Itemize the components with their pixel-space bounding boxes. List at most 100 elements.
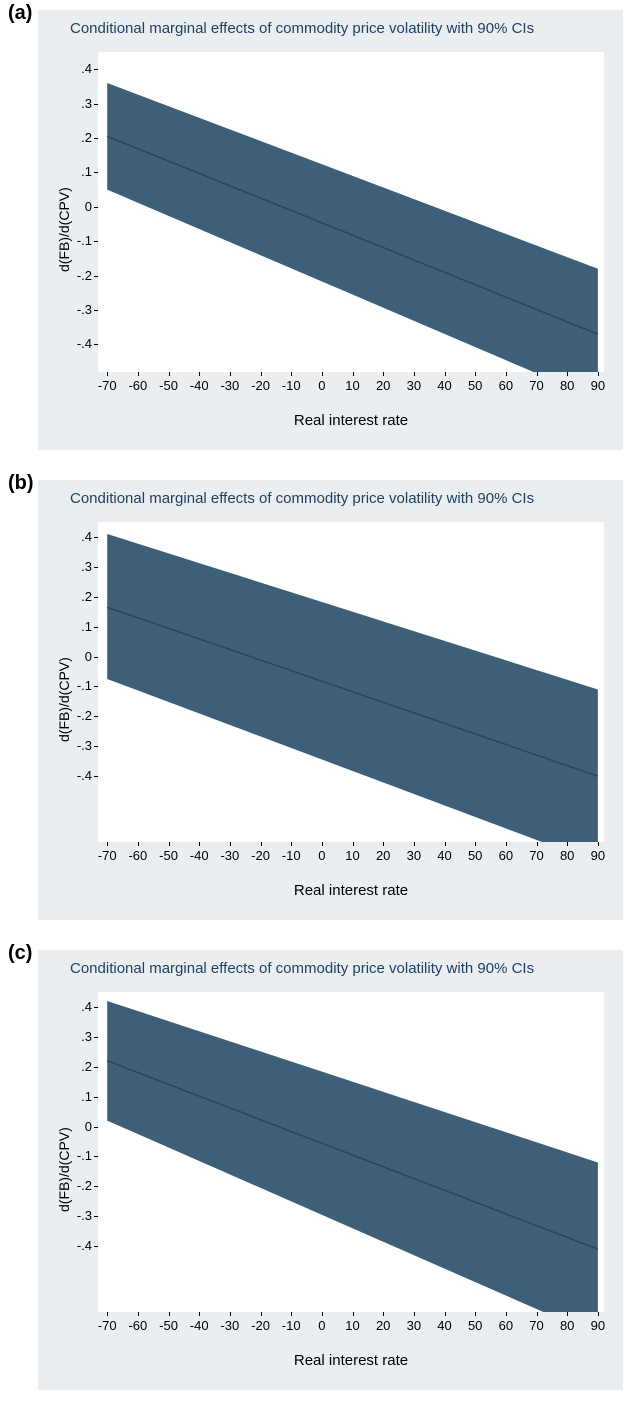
x-tick-mark bbox=[383, 372, 384, 376]
y-tick-mark bbox=[94, 69, 98, 70]
x-tick-mark bbox=[138, 842, 139, 846]
x-tick-label: 40 bbox=[437, 378, 451, 393]
x-tick-mark bbox=[291, 842, 292, 846]
x-tick-label: 20 bbox=[376, 378, 390, 393]
y-tick-mark bbox=[94, 138, 98, 139]
x-tick-mark bbox=[138, 1312, 139, 1316]
confidence-band bbox=[107, 1001, 598, 1312]
x-tick-label: -10 bbox=[282, 378, 301, 393]
x-tick-label: 70 bbox=[529, 848, 543, 863]
y-tick-mark bbox=[94, 716, 98, 717]
y-tick-label: .2 bbox=[68, 1059, 92, 1074]
y-tick-label: .4 bbox=[68, 61, 92, 76]
x-tick-mark bbox=[138, 372, 139, 376]
x-tick-mark bbox=[322, 1312, 323, 1316]
x-tick-label: -60 bbox=[128, 378, 147, 393]
x-tick-mark bbox=[506, 372, 507, 376]
y-tick-mark bbox=[94, 344, 98, 345]
x-tick-mark bbox=[598, 842, 599, 846]
y-tick-mark bbox=[94, 1067, 98, 1068]
x-tick-label: 20 bbox=[376, 1318, 390, 1333]
chart-title: Conditional marginal effects of commodit… bbox=[70, 960, 534, 977]
x-tick-mark bbox=[537, 372, 538, 376]
x-tick-label: -10 bbox=[282, 848, 301, 863]
x-tick-label: 30 bbox=[407, 848, 421, 863]
x-tick-label: 20 bbox=[376, 848, 390, 863]
y-tick-mark bbox=[94, 776, 98, 777]
x-tick-label: 40 bbox=[437, 1318, 451, 1333]
x-tick-label: 60 bbox=[499, 378, 513, 393]
plot-area bbox=[98, 52, 604, 372]
x-tick-label: -20 bbox=[251, 1318, 270, 1333]
x-tick-mark bbox=[322, 372, 323, 376]
x-tick-mark bbox=[353, 842, 354, 846]
y-tick-label: .1 bbox=[68, 164, 92, 179]
x-tick-label: -50 bbox=[159, 378, 178, 393]
x-tick-mark bbox=[475, 842, 476, 846]
plot-area bbox=[98, 992, 604, 1312]
x-tick-label: -50 bbox=[159, 1318, 178, 1333]
y-axis-label: d(FB)/d(CPV) bbox=[56, 657, 72, 742]
y-axis-label: d(FB)/d(CPV) bbox=[56, 1127, 72, 1212]
y-tick-label: .2 bbox=[68, 589, 92, 604]
x-tick-label: 90 bbox=[591, 378, 605, 393]
x-tick-label: -10 bbox=[282, 1318, 301, 1333]
y-tick-mark bbox=[94, 1097, 98, 1098]
x-tick-label: 10 bbox=[345, 848, 359, 863]
x-tick-label: -20 bbox=[251, 378, 270, 393]
plot-area bbox=[98, 522, 604, 842]
x-tick-label: 10 bbox=[345, 378, 359, 393]
x-tick-label: 30 bbox=[407, 1318, 421, 1333]
x-tick-mark bbox=[414, 842, 415, 846]
x-tick-label: 0 bbox=[318, 848, 325, 863]
x-tick-label: -60 bbox=[128, 848, 147, 863]
x-tick-mark bbox=[598, 372, 599, 376]
y-tick-mark bbox=[94, 1246, 98, 1247]
x-tick-label: -50 bbox=[159, 848, 178, 863]
x-tick-label: 80 bbox=[560, 848, 574, 863]
x-tick-label: -60 bbox=[128, 1318, 147, 1333]
y-tick-label: .3 bbox=[68, 1029, 92, 1044]
chart-svg bbox=[98, 522, 604, 842]
x-tick-label: 70 bbox=[529, 1318, 543, 1333]
x-tick-label: -70 bbox=[98, 848, 117, 863]
x-tick-label: 90 bbox=[591, 848, 605, 863]
x-axis-label: Real interest rate bbox=[294, 412, 408, 429]
x-tick-label: 40 bbox=[437, 848, 451, 863]
x-tick-mark bbox=[169, 842, 170, 846]
x-tick-label: 50 bbox=[468, 848, 482, 863]
x-tick-label: 50 bbox=[468, 1318, 482, 1333]
y-tick-mark bbox=[94, 172, 98, 173]
y-tick-mark bbox=[94, 686, 98, 687]
x-tick-label: 60 bbox=[499, 848, 513, 863]
x-tick-label: 10 bbox=[345, 1318, 359, 1333]
x-tick-label: -70 bbox=[98, 378, 117, 393]
confidence-band bbox=[107, 534, 598, 842]
y-tick-mark bbox=[94, 567, 98, 568]
x-tick-label: 50 bbox=[468, 378, 482, 393]
x-tick-mark bbox=[291, 1312, 292, 1316]
y-tick-label: -.3 bbox=[68, 302, 92, 317]
y-tick-mark bbox=[94, 1127, 98, 1128]
x-tick-mark bbox=[445, 842, 446, 846]
x-axis-label: Real interest rate bbox=[294, 882, 408, 899]
chart-svg bbox=[98, 992, 604, 1312]
y-tick-mark bbox=[94, 627, 98, 628]
x-tick-mark bbox=[353, 372, 354, 376]
x-tick-mark bbox=[567, 372, 568, 376]
x-tick-label: -30 bbox=[220, 1318, 239, 1333]
x-tick-mark bbox=[199, 372, 200, 376]
y-tick-label: -.4 bbox=[68, 1238, 92, 1253]
x-axis-label: Real interest rate bbox=[294, 1352, 408, 1369]
x-tick-mark bbox=[353, 1312, 354, 1316]
x-tick-mark bbox=[199, 842, 200, 846]
x-tick-mark bbox=[261, 1312, 262, 1316]
y-tick-mark bbox=[94, 276, 98, 277]
x-tick-mark bbox=[169, 372, 170, 376]
y-tick-mark bbox=[94, 657, 98, 658]
y-tick-label: .4 bbox=[68, 529, 92, 544]
x-tick-label: -20 bbox=[251, 848, 270, 863]
x-tick-mark bbox=[230, 842, 231, 846]
x-tick-mark bbox=[414, 1312, 415, 1316]
y-tick-mark bbox=[94, 104, 98, 105]
